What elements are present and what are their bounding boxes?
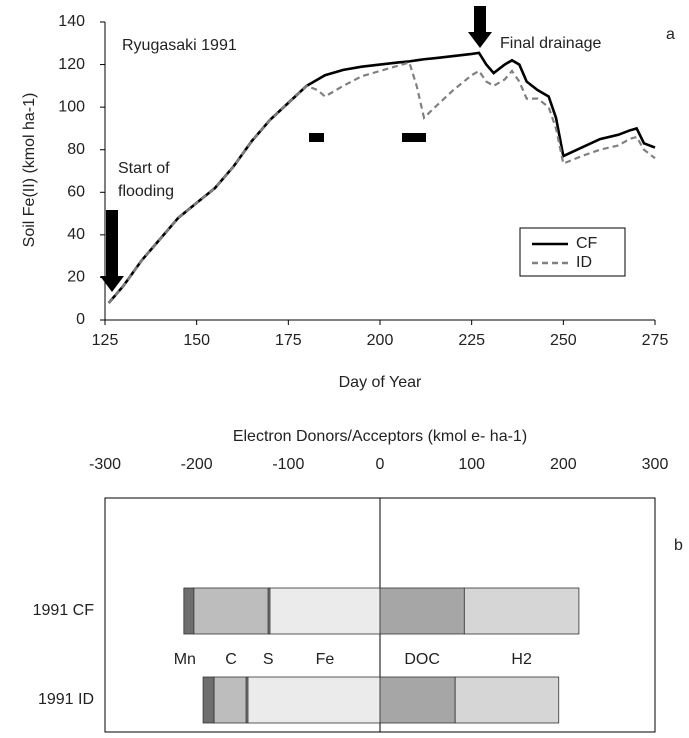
annotation: Start of xyxy=(118,160,170,177)
x-tick-label: 275 xyxy=(642,332,669,349)
x-tick-label: -100 xyxy=(272,456,304,473)
x-tick-label: -300 xyxy=(89,456,121,473)
x-tick-label: 300 xyxy=(642,456,669,473)
segment-label: H2 xyxy=(511,651,532,668)
category-label: 1991 CF xyxy=(33,602,95,619)
legend-label: CF xyxy=(576,235,598,252)
legend-label: ID xyxy=(576,254,592,271)
bar-segment xyxy=(247,676,381,724)
x-axis-label: Day of Year xyxy=(339,374,422,391)
y-tick-label: 40 xyxy=(67,226,85,243)
data-line xyxy=(107,61,656,304)
x-tick-label: 125 xyxy=(92,332,119,349)
x-tick-label: 200 xyxy=(367,332,394,349)
x-tick-label: 175 xyxy=(275,332,302,349)
bar-segment xyxy=(269,587,381,635)
segment-label: C xyxy=(225,651,237,668)
category-label: 1991 ID xyxy=(38,691,94,708)
arrow-shaft xyxy=(106,210,118,276)
x-tick-label: 200 xyxy=(550,456,577,473)
arrow-head xyxy=(468,32,492,48)
y-tick-label: 140 xyxy=(58,13,85,30)
y-tick-label: 60 xyxy=(67,184,85,201)
bar-segment xyxy=(183,587,195,635)
panel-label: b xyxy=(674,537,683,554)
bar-segment xyxy=(379,587,465,635)
arrow-shaft xyxy=(474,6,486,32)
bar-segment xyxy=(202,676,215,724)
x-tick-label: 0 xyxy=(376,456,385,473)
drainage-period xyxy=(402,133,426,142)
y-tick-label: 120 xyxy=(58,56,85,73)
x-tick-label: 150 xyxy=(183,332,210,349)
chart-title: Electron Donors/Acceptors (kmol e- ha-1) xyxy=(233,428,527,445)
chart-title: Ryugasaki 1991 xyxy=(122,37,237,54)
x-tick-label: -200 xyxy=(181,456,213,473)
annotation: flooding xyxy=(118,183,174,200)
arrow-head xyxy=(100,276,124,292)
x-tick-label: 225 xyxy=(458,332,485,349)
x-tick-label: 100 xyxy=(458,456,485,473)
x-tick-label: 250 xyxy=(550,332,577,349)
bar-segment xyxy=(213,676,247,724)
y-tick-label: 80 xyxy=(67,141,85,158)
bar-segment xyxy=(379,676,456,724)
y-tick-label: 20 xyxy=(67,269,85,286)
drainage-period xyxy=(309,133,324,142)
legend-box xyxy=(519,227,626,277)
y-tick-label: 100 xyxy=(58,98,85,115)
y-axis-label: Soil Fe(II) (kmol ha-1) xyxy=(21,93,38,248)
segment-label: Mn xyxy=(174,651,196,668)
y-tick-label: 0 xyxy=(76,311,85,328)
segment-label: Fe xyxy=(316,651,335,668)
segment-label: DOC xyxy=(404,651,440,668)
panel-label: a xyxy=(666,26,675,43)
bar-segment xyxy=(193,587,269,635)
segment-label: S xyxy=(263,651,274,668)
bar-segment xyxy=(463,587,580,635)
bar-segment xyxy=(454,676,560,724)
annotation: Final drainage xyxy=(500,35,602,52)
